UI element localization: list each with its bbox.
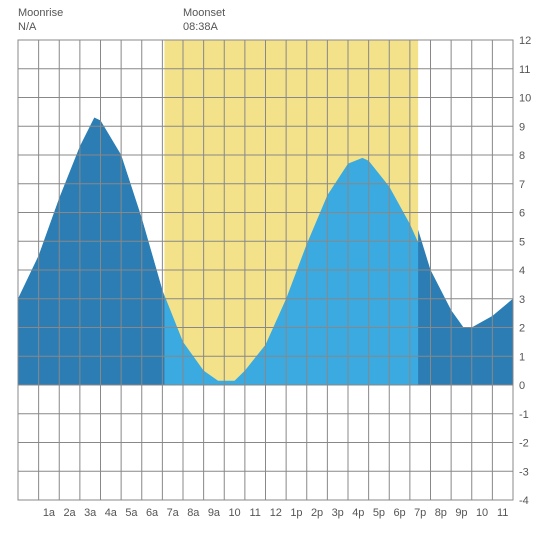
moon-event-value: N/A [18,20,98,34]
x-tick-label: 12 [270,507,282,519]
x-tick-label: 4a [105,507,118,519]
x-tick-label: 3a [84,507,97,519]
x-tick-label: 3p [332,507,344,519]
x-tick-label: 4p [352,507,364,519]
y-tick-label: -2 [519,438,529,450]
y-tick-label: 8 [519,150,525,162]
y-tick-label: 6 [519,208,525,220]
y-tick-label: 1 [519,351,525,363]
x-tick-label: 1a [43,507,56,519]
y-tick-label: -1 [519,409,529,421]
x-tick-label: 6a [146,507,159,519]
x-tick-label: 10 [476,507,488,519]
y-tick-label: -4 [519,495,529,507]
moon-event-title: Moonrise [18,6,98,20]
moon-event-value: 08:38A [183,20,263,34]
x-tick-label: 9a [208,507,221,519]
x-tick-label: 1p [290,507,302,519]
y-tick-label: 5 [519,236,525,248]
x-tick-label: 11 [249,507,260,519]
x-tick-label: 5a [125,507,138,519]
x-tick-label: 11 [497,507,508,519]
x-tick-label: 2a [63,507,76,519]
y-tick-label: 9 [519,121,525,133]
x-tick-label: 8p [435,507,447,519]
x-tick-label: 6p [393,507,405,519]
x-tick-label: 2p [311,507,323,519]
y-tick-label: 11 [519,64,530,76]
y-tick-label: 3 [519,294,525,306]
moon-event: MoonriseN/A [18,6,98,34]
x-tick-label: 8a [187,507,200,519]
x-tick-label: 7p [414,507,426,519]
x-tick-label: 9p [455,507,467,519]
y-tick-label: 0 [519,380,525,392]
y-tick-label: 12 [519,35,531,47]
y-tick-label: -3 [519,466,529,478]
y-tick-label: 2 [519,323,525,335]
y-tick-label: 10 [519,93,531,105]
x-tick-label: 5p [373,507,385,519]
x-tick-label: 7a [167,507,180,519]
y-tick-label: 4 [519,265,525,277]
moon-event: Moonset08:38A [183,6,263,34]
moon-event-title: Moonset [183,6,263,20]
x-tick-label: 10 [228,507,240,519]
y-tick-label: 7 [519,179,525,191]
